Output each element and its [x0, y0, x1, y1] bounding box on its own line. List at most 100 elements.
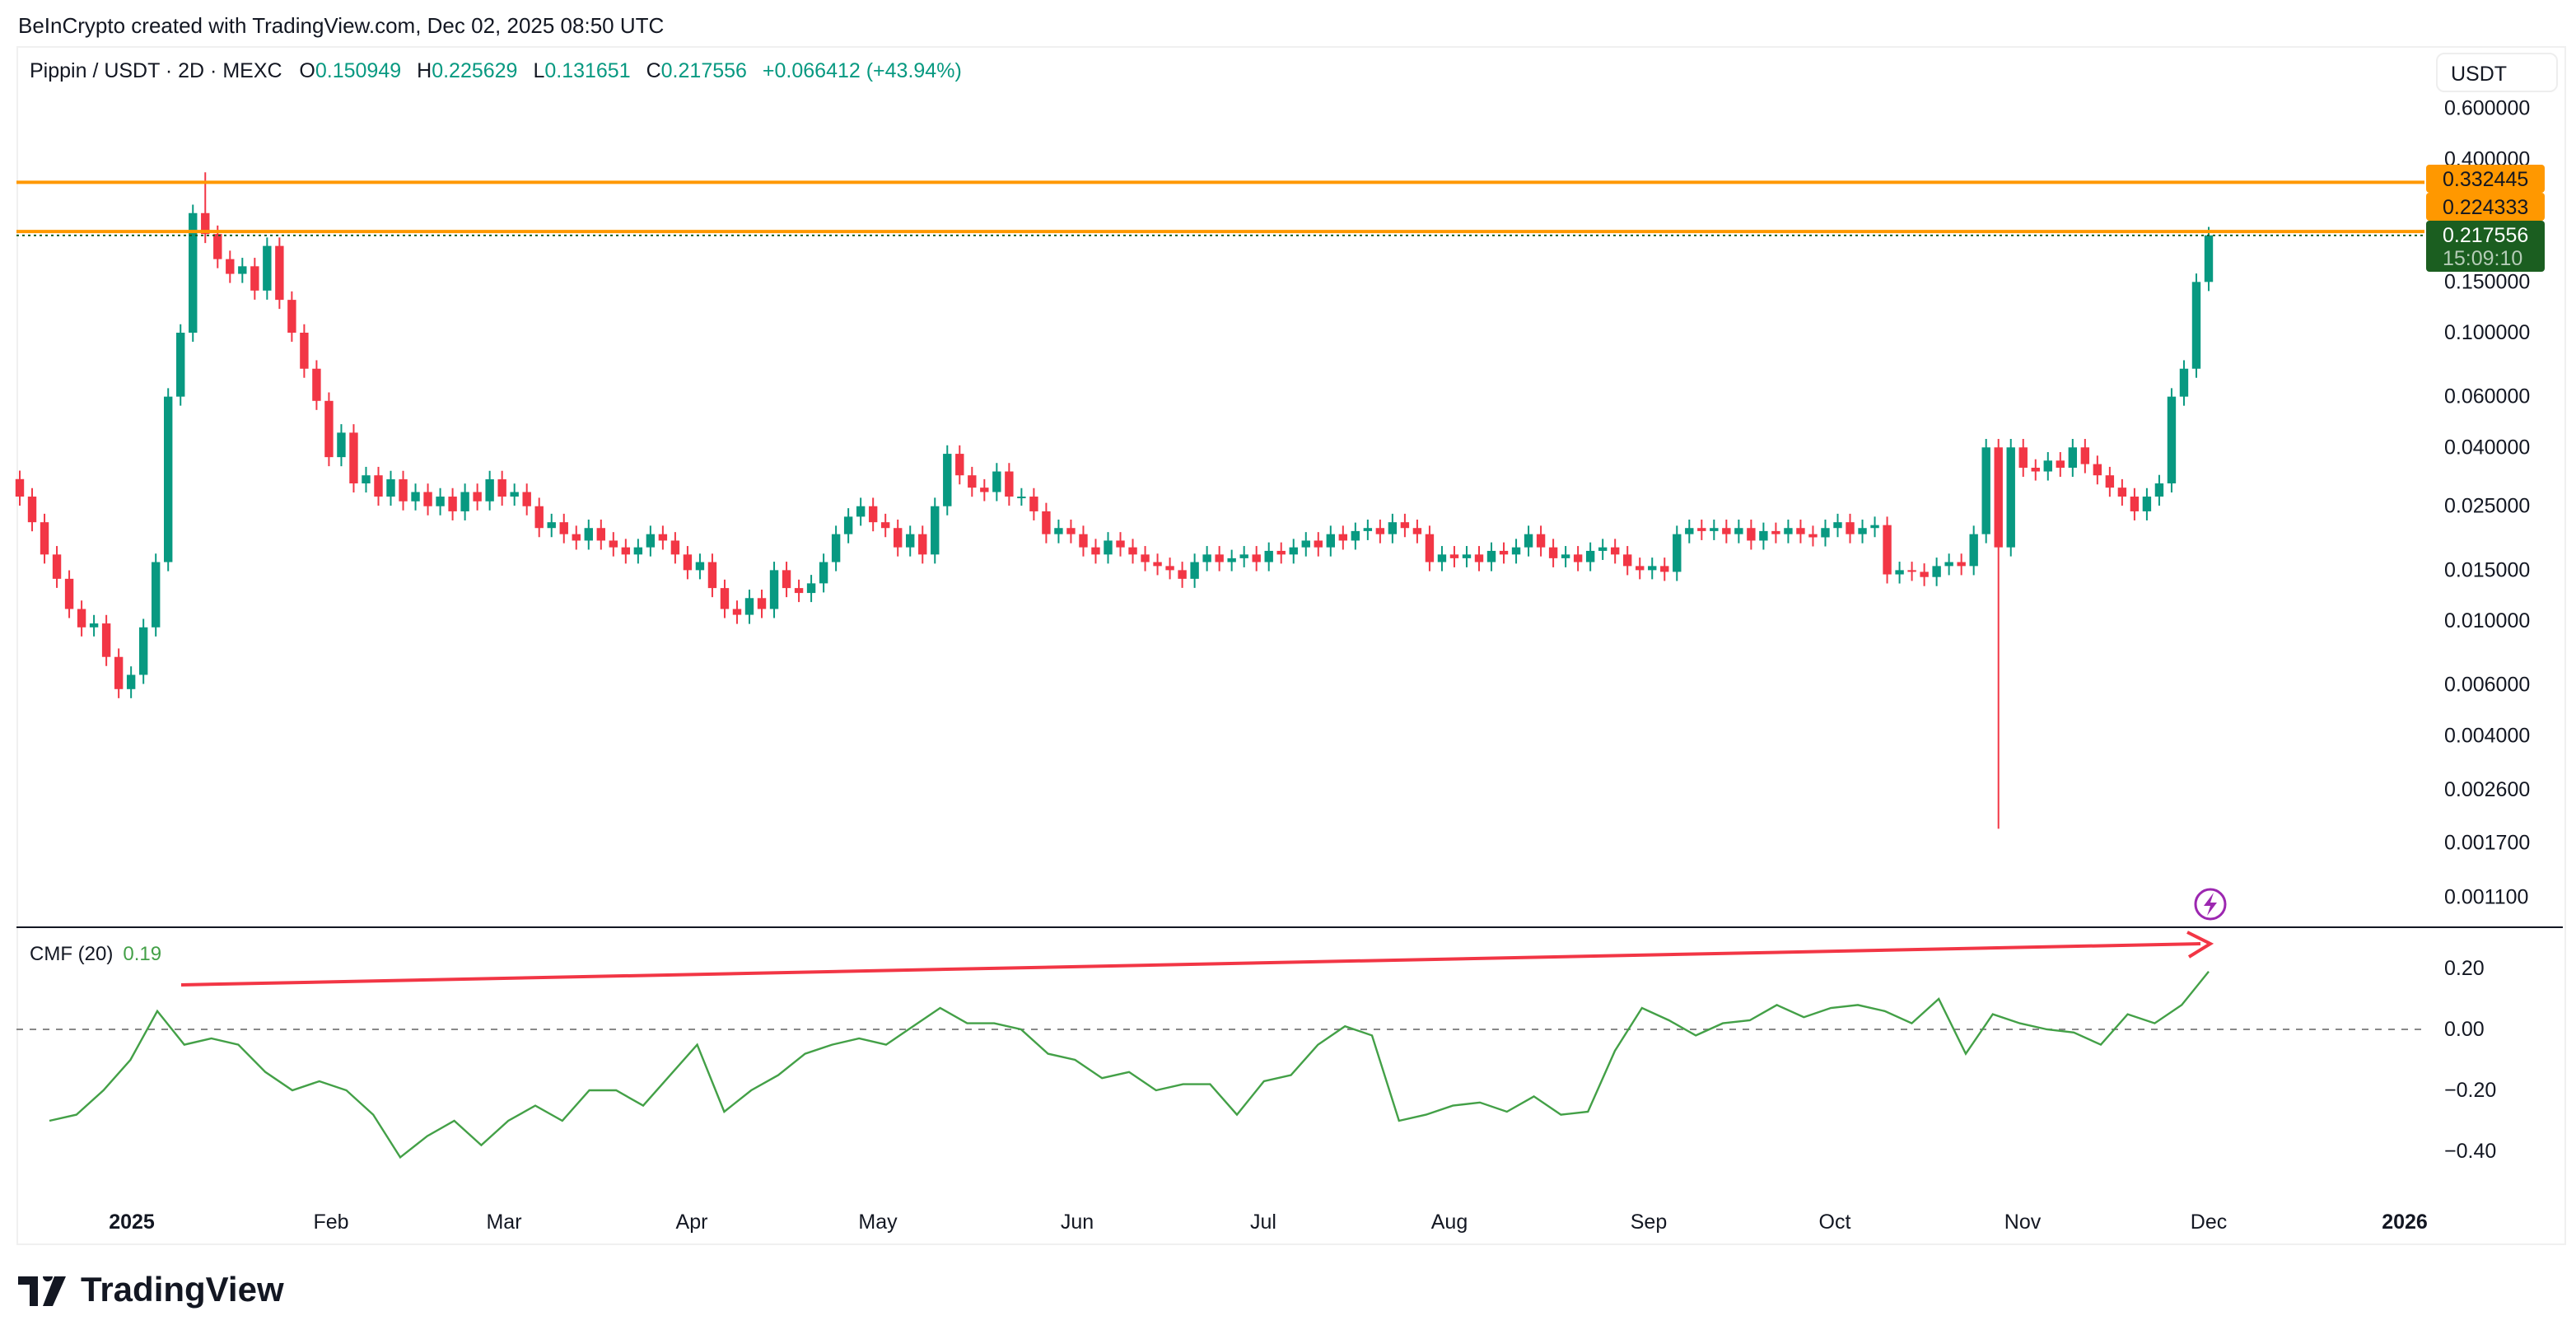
candle-up [2154, 483, 2164, 497]
candle-down [77, 609, 86, 628]
candle-up [2043, 460, 2052, 472]
candle-down [1573, 554, 1583, 562]
candle-down [609, 540, 618, 548]
candle-up [189, 212, 198, 333]
time-tick-label: Apr [676, 1211, 708, 1234]
candle-up [164, 396, 173, 562]
candle-up [1017, 497, 1026, 499]
arrow-head-icon [2186, 931, 2214, 959]
candle-up [1673, 534, 1682, 572]
candle-down [2130, 497, 2140, 511]
candle-down [2018, 447, 2028, 468]
candle-down [1375, 528, 1385, 534]
candle-down [621, 547, 631, 555]
candle-up [906, 534, 915, 548]
candle-up [806, 583, 816, 594]
close-label: C [646, 59, 661, 82]
price-tick-label: 0.100000 [2444, 321, 2530, 344]
candle-down [1610, 547, 1620, 555]
candle-down [1178, 570, 1187, 579]
candle-down [1474, 554, 1484, 562]
candle-down [1215, 554, 1224, 562]
candle-down [1425, 534, 1435, 562]
candle-down [782, 570, 791, 589]
candle-up [1326, 534, 1335, 548]
currency-button[interactable]: USDT [2436, 53, 2558, 92]
candle-up [1648, 566, 1657, 571]
candle-down [955, 454, 964, 476]
candle-up [1932, 566, 1941, 577]
price-tick-label: 0.001700 [2444, 831, 2530, 854]
candle-up [1239, 554, 1248, 558]
time-tick-label: Oct [1819, 1211, 1851, 1234]
candle-up [238, 266, 247, 274]
candle-up [138, 627, 148, 675]
high-value: 0.225629 [432, 59, 518, 82]
cmf-line [49, 971, 2210, 1159]
candle-up [89, 623, 99, 628]
candle-down [1165, 566, 1174, 571]
candle-down [1846, 522, 1855, 534]
price-tick-label: 0.060000 [2444, 385, 2530, 408]
candle-down [1920, 572, 1929, 577]
price-tick-label: 0.001100 [2444, 886, 2528, 909]
candle-up [1462, 554, 1472, 558]
tradingview-logo[interactable]: TradingView [18, 1271, 284, 1311]
candle-up [1511, 547, 1521, 555]
time-tick-label: Aug [1431, 1211, 1468, 1234]
price-tick-label: 0.150000 [2444, 270, 2530, 293]
candle-down [213, 234, 222, 259]
lightning-icon [2194, 888, 2227, 921]
cmf-tick-label: −0.40 [2444, 1140, 2496, 1163]
candle-down [658, 534, 668, 541]
candle-down [1808, 534, 1818, 538]
candle-down [1883, 525, 1892, 575]
candle-down [757, 598, 767, 609]
candle-up [1969, 534, 1978, 567]
chart-credit: BeInCrypto created with TradingView.com,… [18, 13, 665, 38]
candle-up [2167, 396, 2177, 484]
candle-down [1747, 528, 1756, 541]
lightning-icon-bolt [2204, 893, 2217, 916]
candle-down [312, 368, 321, 401]
price-tick-label: 0.015000 [2444, 558, 2530, 581]
candle-down [1771, 530, 1780, 534]
candle-down [894, 528, 903, 548]
candle-up [1585, 550, 1595, 562]
candle-up [2179, 368, 2189, 397]
candle-up [1734, 528, 1743, 534]
cmf-name: CMF (20) [30, 942, 114, 965]
candle-up [176, 333, 185, 397]
price-tick-label: 0.040000 [2444, 436, 2530, 459]
candle-up [695, 562, 705, 571]
candle-down [226, 259, 235, 274]
cmf-legend: CMF (20) 0.19 [30, 942, 161, 965]
candle-down [559, 522, 568, 534]
candle-down [101, 623, 111, 657]
candle-down [868, 506, 878, 523]
candle-up [337, 432, 346, 458]
time-tick-label: Nov [2004, 1211, 2042, 1234]
candle-down [1636, 566, 1645, 571]
candle-up [769, 570, 779, 609]
cmf-value: 0.19 [123, 942, 162, 965]
candle-down [522, 492, 531, 506]
last-price-badge [2426, 221, 2545, 272]
candle-down [374, 475, 383, 497]
price-tick-label: 0.002600 [2444, 778, 2530, 801]
candle-down [40, 522, 49, 555]
candle-down [2031, 467, 2040, 472]
candle-up [584, 528, 593, 541]
candle-down [1042, 511, 1051, 534]
candle-up [510, 492, 519, 497]
resistance-price-badge [2426, 193, 2545, 221]
candle-up [1870, 525, 1879, 529]
time-tick-label: Jun [1061, 1211, 1094, 1234]
candle-up [1821, 528, 1830, 538]
candle-down [1029, 497, 1038, 511]
countdown-label: 15:09:10 [2443, 247, 2522, 270]
candle-down [473, 492, 482, 502]
candle-down [250, 266, 259, 291]
candle-down [275, 245, 284, 301]
